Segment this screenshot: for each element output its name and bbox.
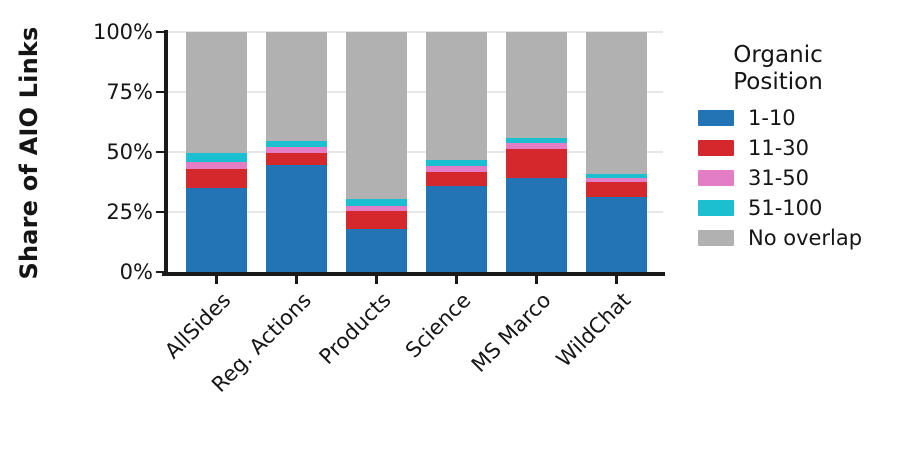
x-axis-line <box>162 272 665 276</box>
legend-label: 1-10 <box>748 106 796 131</box>
legend-label: 51-100 <box>748 196 823 221</box>
y-tick-label: 100% <box>92 20 153 44</box>
y-axis-title: Share of AIO Links <box>15 26 43 280</box>
x-tick-mark <box>535 275 538 284</box>
segment-51-100 <box>266 140 327 148</box>
segment-31-50 <box>266 147 327 153</box>
x-tick-mark <box>455 275 458 284</box>
bar-allsides <box>186 32 247 272</box>
legend-row-11-30: 11-30 <box>698 133 863 163</box>
legend-row-51-100: 51-100 <box>698 193 863 223</box>
segment-no-overlap <box>506 32 567 139</box>
legend-label: No overlap <box>748 226 863 251</box>
bar-products <box>346 32 407 272</box>
segment-11-30 <box>186 168 247 189</box>
x-tick-mark <box>615 275 618 284</box>
y-tick-mark <box>156 90 164 94</box>
y-tick-mark <box>156 30 164 34</box>
legend-swatch-icon <box>698 170 734 187</box>
y-tick-mark <box>156 150 164 154</box>
segment-1-10 <box>506 177 567 272</box>
gridline-25 <box>164 211 663 213</box>
x-tick-mark <box>295 275 298 284</box>
segment-1-10 <box>426 186 487 272</box>
y-tick-label: 25% <box>106 200 153 224</box>
legend-swatch-icon <box>698 230 734 247</box>
legend-swatch-icon <box>698 140 734 157</box>
x-tick-label: WildChat <box>551 288 636 372</box>
legend-label: 11-30 <box>748 136 810 161</box>
legend-title: Organic Position <box>733 42 823 95</box>
legend-label: 31-50 <box>748 166 810 191</box>
segment-31-50 <box>346 205 407 211</box>
x-tick-label: MS Marco <box>466 288 556 377</box>
bar-science <box>426 32 487 272</box>
bar-reg-actions <box>266 32 327 272</box>
legend: Organic Position 1-10 11-30 31-50 51-100 No … <box>698 42 863 253</box>
legend-row-no-overlap: No overlap <box>698 223 863 253</box>
segment-no-overlap <box>186 32 247 153</box>
plot-area <box>164 31 663 272</box>
bar-ms-marco <box>506 32 567 272</box>
gridline-100 <box>164 31 663 33</box>
segment-51-100 <box>426 160 487 167</box>
segment-1-10 <box>186 188 247 272</box>
legend-row-1-10: 1-10 <box>698 103 863 133</box>
bar-wildchat <box>586 32 647 272</box>
segment-31-50 <box>186 162 247 169</box>
x-tick-mark <box>375 275 378 284</box>
x-tick-label: Products <box>314 288 396 370</box>
legend-swatch-icon <box>698 110 734 127</box>
segment-1-10 <box>346 229 407 272</box>
segment-11-30 <box>266 152 327 165</box>
x-tick-mark <box>215 275 218 284</box>
x-tick-label: Science <box>400 288 476 363</box>
segment-31-50 <box>426 166 487 172</box>
y-tick-label: 50% <box>106 140 153 164</box>
segment-no-overlap <box>266 32 327 141</box>
segment-11-30 <box>586 181 647 197</box>
segment-no-overlap <box>586 32 647 174</box>
segment-no-overlap <box>426 32 487 161</box>
segment-51-100 <box>346 198 407 206</box>
y-tick-label: 75% <box>106 80 153 104</box>
segment-31-50 <box>586 177 647 182</box>
y-tick-mark <box>156 210 164 214</box>
segment-31-50 <box>506 143 567 150</box>
segment-51-100 <box>586 173 647 178</box>
legend-swatch-icon <box>698 200 734 217</box>
segment-51-100 <box>506 138 567 144</box>
segment-11-30 <box>506 149 567 178</box>
legend-entries: 1-10 11-30 31-50 51-100 No overlap <box>698 103 863 253</box>
segment-51-100 <box>186 152 247 163</box>
segment-1-10 <box>586 196 647 272</box>
segment-1-10 <box>266 164 327 272</box>
segment-11-30 <box>346 210 407 230</box>
segment-no-overlap <box>346 32 407 199</box>
y-tick-label: 0% <box>119 260 153 284</box>
gridline-75 <box>164 91 663 93</box>
segment-11-30 <box>426 171 487 187</box>
y-axis-line <box>164 30 168 276</box>
legend-row-31-50: 31-50 <box>698 163 863 193</box>
gridline-50 <box>164 151 663 153</box>
y-tick-mark <box>156 270 164 274</box>
x-tick-label: AllSides <box>160 288 236 364</box>
